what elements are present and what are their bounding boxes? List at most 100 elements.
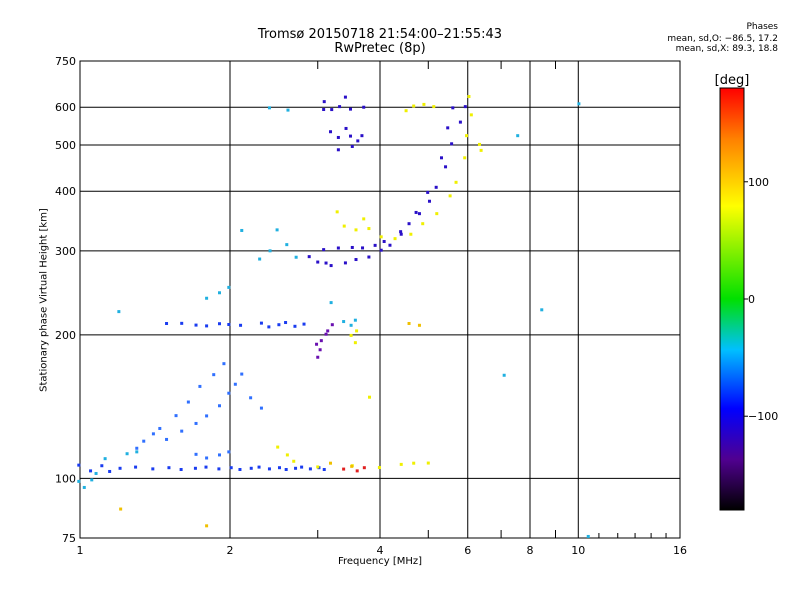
data-point	[439, 156, 443, 160]
data-point	[258, 257, 262, 261]
data-point	[353, 341, 357, 345]
data-point	[407, 222, 411, 226]
y-tick-label: 500	[55, 139, 76, 152]
data-point	[229, 466, 233, 470]
data-point	[125, 452, 129, 456]
data-point	[432, 105, 436, 109]
data-point	[407, 322, 411, 326]
data-point	[479, 148, 483, 152]
data-point	[324, 261, 328, 265]
data-point	[412, 461, 416, 465]
data-point	[307, 255, 311, 259]
data-point	[151, 432, 155, 436]
data-point	[330, 108, 334, 112]
y-tick-label: 600	[55, 101, 76, 114]
x-axis-label: Frequency [MHz]	[337, 556, 423, 567]
data-point	[284, 321, 288, 325]
data-point	[454, 180, 458, 184]
data-point	[267, 325, 271, 329]
y-tick-label: 400	[55, 185, 76, 198]
x-tick-label: 1	[77, 544, 84, 557]
data-point	[367, 227, 371, 231]
data-point	[344, 126, 348, 130]
data-point	[315, 342, 319, 346]
data-point	[194, 323, 198, 327]
data-point	[463, 156, 467, 160]
data-point	[349, 107, 353, 111]
data-point	[275, 228, 279, 232]
data-point	[204, 465, 208, 469]
data-point	[342, 320, 346, 324]
data-point	[319, 339, 323, 343]
data-point	[292, 459, 296, 463]
data-point	[421, 222, 425, 226]
data-point	[227, 322, 231, 326]
chart-title-line1: Tromsø 20150718 21:54:00–21:55:43	[257, 27, 503, 42]
data-point	[205, 296, 209, 300]
data-point	[217, 291, 221, 295]
y-tick-label: 200	[55, 329, 76, 342]
phases-x-stats: mean, sd,X: 89.3, 18.8	[675, 44, 778, 54]
data-point	[227, 391, 231, 395]
data-point	[349, 323, 353, 327]
data-point	[322, 467, 326, 471]
data-point	[135, 450, 139, 454]
data-point	[478, 142, 482, 146]
data-point	[239, 323, 243, 327]
data-point	[193, 466, 197, 470]
data-point	[330, 323, 334, 327]
data-point	[342, 467, 346, 471]
data-point	[89, 469, 93, 473]
data-point	[180, 429, 184, 433]
data-point	[350, 464, 354, 468]
data-point	[94, 471, 98, 475]
data-point	[404, 109, 408, 113]
data-point	[362, 217, 366, 221]
data-point	[217, 404, 221, 408]
data-point	[90, 478, 94, 482]
data-point	[349, 134, 353, 138]
data-point	[293, 324, 297, 328]
data-point	[379, 248, 383, 252]
data-point	[338, 105, 342, 109]
data-point	[409, 232, 413, 236]
data-point	[316, 355, 320, 359]
y-tick-label: 75	[62, 532, 76, 545]
data-point	[350, 245, 354, 249]
data-point	[267, 467, 271, 471]
data-point	[205, 524, 209, 528]
data-point	[361, 246, 365, 250]
data-point	[103, 457, 107, 461]
data-point	[217, 453, 221, 457]
data-point	[326, 329, 330, 333]
data-point	[377, 466, 381, 470]
data-point	[205, 456, 209, 460]
data-point	[426, 461, 430, 465]
data-point	[318, 348, 322, 352]
data-point	[362, 466, 366, 470]
data-point	[373, 243, 377, 247]
data-point	[426, 190, 430, 194]
data-point	[77, 479, 81, 483]
data-point	[463, 105, 467, 109]
data-point	[379, 235, 383, 239]
data-point	[367, 255, 371, 259]
data-point	[135, 446, 139, 450]
x-tick-label: 8	[527, 544, 534, 557]
data-point	[393, 237, 397, 241]
data-point	[179, 467, 183, 471]
colorbar-label: [deg]	[715, 73, 750, 88]
data-point	[467, 95, 471, 99]
data-point	[465, 134, 469, 138]
data-point	[399, 462, 403, 466]
data-point	[198, 384, 202, 388]
data-point	[174, 414, 178, 418]
data-point	[165, 322, 169, 326]
colorbar	[719, 87, 745, 511]
data-point	[434, 185, 438, 189]
data-point	[343, 95, 347, 99]
data-point	[422, 102, 426, 106]
data-point	[108, 469, 112, 473]
data-point	[257, 465, 261, 469]
data-point	[444, 165, 448, 169]
